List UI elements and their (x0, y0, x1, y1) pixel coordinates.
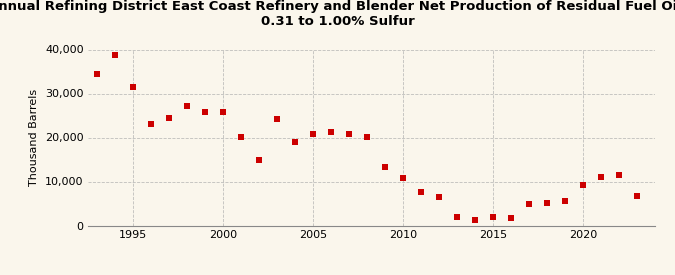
Point (145, 122, 156, 127)
Point (91, 72, 102, 76)
Point (506, 215, 516, 220)
Point (487, 214, 498, 219)
Point (415, 190, 426, 194)
Point (290, 140, 300, 144)
Point (398, 176, 408, 180)
Point (271, 117, 282, 121)
Point (344, 132, 354, 136)
Point (595, 174, 606, 179)
Point (325, 130, 336, 134)
Point (199, 110, 210, 114)
Point (631, 193, 642, 198)
Y-axis label: Thousand Barrels: Thousand Barrels (30, 89, 39, 186)
Point (236, 134, 246, 139)
Point (541, 200, 552, 205)
Point (577, 183, 588, 187)
Point (560, 199, 570, 204)
Point (433, 195, 444, 200)
Point (361, 135, 372, 139)
Point (128, 85, 138, 89)
Point (614, 173, 624, 177)
Point (182, 104, 192, 108)
Point (379, 165, 390, 170)
Point (109, 53, 120, 57)
Point (523, 201, 534, 206)
Point (469, 218, 480, 222)
Point (163, 116, 174, 120)
Point (253, 157, 264, 162)
Point (452, 215, 462, 219)
Point (307, 132, 318, 136)
Text: Annual Refining District East Coast Refinery and Blender Net Production of Resid: Annual Refining District East Coast Refi… (0, 0, 675, 28)
Point (217, 110, 228, 114)
